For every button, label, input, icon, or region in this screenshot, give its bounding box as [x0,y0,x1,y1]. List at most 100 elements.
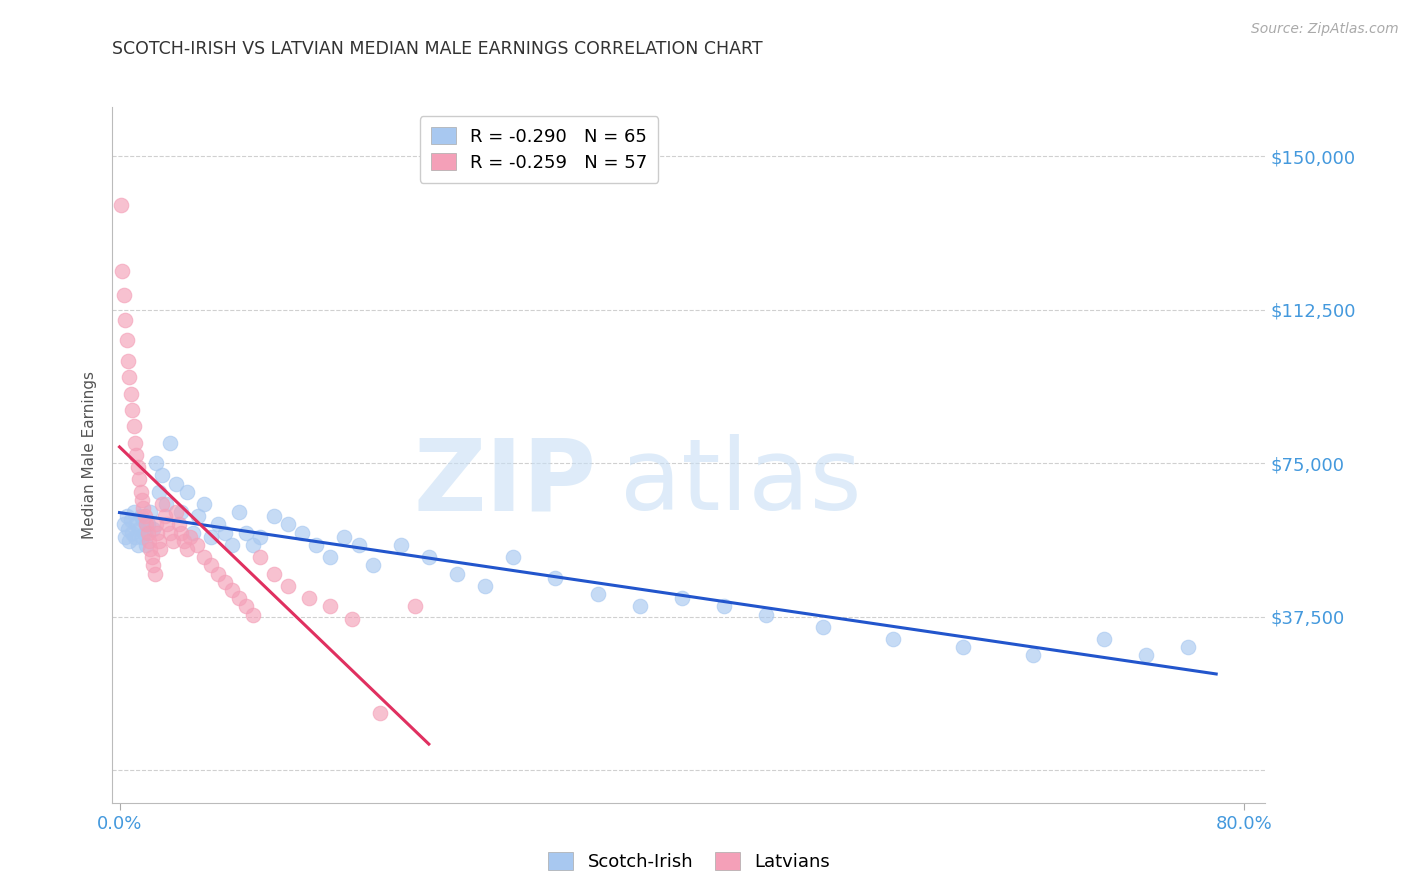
Point [187,509,209,524]
Point [207,566,229,581]
Point [112,288,135,302]
Point [142,558,165,573]
Point [193,497,215,511]
Point [235,599,257,614]
Point [755,607,778,622]
Point [882,632,904,646]
Point [176,484,198,499]
Point [305,538,328,552]
Point [118,533,141,548]
Text: SCOTCH-IRISH VS LATVIAN MEDIAN MALE EARNINGS CORRELATION CHART: SCOTCH-IRISH VS LATVIAN MEDIAN MALE EARN… [112,40,763,58]
Point [120,386,142,401]
Point [134,509,156,524]
Point [221,582,243,597]
Point [138,533,160,548]
Point [132,513,155,527]
Point [145,517,167,532]
Point [333,530,356,544]
Point [149,542,172,557]
Point [361,558,384,573]
Point [193,550,215,565]
Point [159,435,181,450]
Point [121,525,143,540]
Point [136,517,159,532]
Point [347,538,370,552]
Point [170,525,193,540]
Point [952,640,974,655]
Point [389,538,412,552]
Point [134,525,156,540]
Point [148,533,170,548]
Point [115,509,138,524]
Point [368,706,391,720]
Point [502,550,524,565]
Point [110,198,132,212]
Text: ZIP: ZIP [413,434,596,532]
Point [418,550,440,565]
Point [181,525,204,540]
Point [544,571,567,585]
Point [125,448,148,462]
Point [186,538,208,552]
Point [200,558,222,573]
Point [156,517,179,532]
Point [671,591,693,606]
Point [319,550,342,565]
Point [114,530,136,544]
Point [129,509,152,524]
Point [214,574,236,589]
Point [122,505,145,519]
Point [124,435,146,450]
Point [263,509,285,524]
Point [145,456,167,470]
Point [404,599,426,614]
Point [1022,648,1045,663]
Point [141,550,163,565]
Point [173,533,195,548]
Point [128,522,150,536]
Point [118,370,141,384]
Point [277,517,299,532]
Point [131,492,153,507]
Point [146,525,169,540]
Point [167,517,190,532]
Point [150,497,173,511]
Point [713,599,735,614]
Point [136,525,159,540]
Point [162,533,184,548]
Point [242,607,264,622]
Point [811,620,834,634]
Point [159,525,181,540]
Point [228,505,250,519]
Point [446,566,468,581]
Point [1135,648,1157,663]
Point [132,501,155,516]
Point [131,530,153,544]
Point [128,473,150,487]
Point [474,579,496,593]
Point [125,517,148,532]
Point [228,591,250,606]
Point [112,517,135,532]
Legend: Scotch-Irish, Latvians: Scotch-Irish, Latvians [540,846,838,879]
Point [1092,632,1115,646]
Point [628,599,651,614]
Point [586,587,609,601]
Legend: R = -0.290   N = 65, R = -0.259   N = 57: R = -0.290 N = 65, R = -0.259 N = 57 [420,116,658,183]
Point [139,542,162,557]
Point [221,538,243,552]
Point [263,566,285,581]
Point [298,591,321,606]
Point [135,538,157,552]
Point [155,497,177,511]
Text: atlas: atlas [620,434,862,532]
Point [143,566,166,581]
Point [235,525,257,540]
Point [122,419,145,434]
Point [142,522,165,536]
Point [340,612,363,626]
Point [200,530,222,544]
Text: Source: ZipAtlas.com: Source: ZipAtlas.com [1251,22,1399,37]
Point [319,599,342,614]
Point [120,513,142,527]
